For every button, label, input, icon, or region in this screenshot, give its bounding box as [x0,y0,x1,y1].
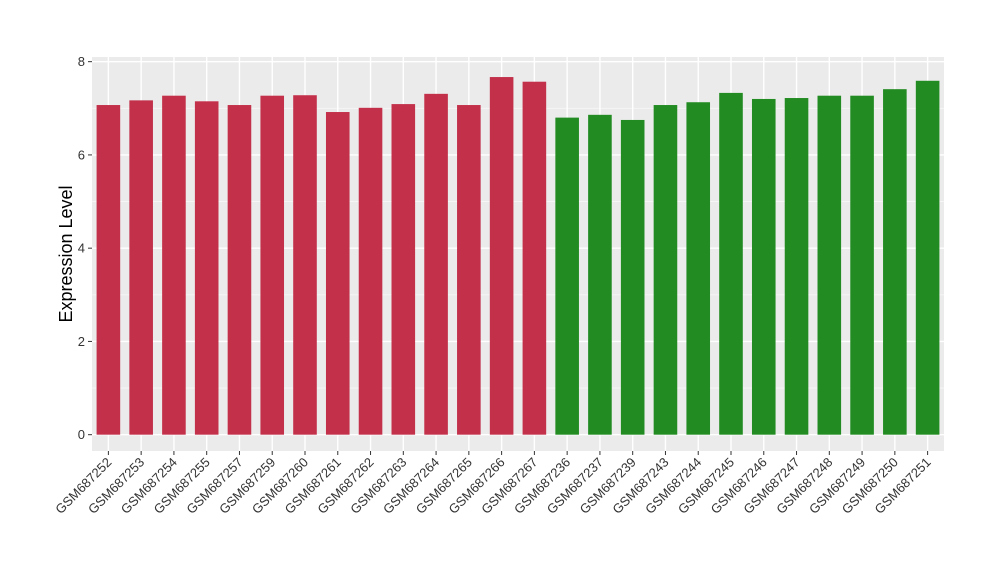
bar-GSM687263 [391,104,416,435]
bar-GSM687243 [653,105,678,435]
y-tick-label: 6 [78,147,85,162]
y-tick-label: 8 [78,54,85,69]
bar-GSM687249 [850,95,874,435]
bar-GSM687244 [686,102,711,435]
bar-GSM687246 [751,98,776,435]
bar-GSM687250 [883,89,907,435]
bar-GSM687261 [325,112,350,435]
y-tick-label: 4 [78,241,85,256]
x-axis: GSM687252GSM687253GSM687254GSM687255GSM6… [52,451,934,517]
bar-GSM687257 [227,105,252,435]
y-axis-title: Expression Level [56,185,76,322]
bar-GSM687262 [358,107,383,435]
bar-GSM687245 [719,92,743,435]
bar-GSM687252 [96,105,121,435]
bar-GSM687251 [915,80,940,435]
bar-GSM687248 [817,95,842,435]
bar-GSM687254 [162,95,186,435]
bar-GSM687267 [522,81,547,435]
bar-GSM687265 [457,105,481,435]
bar-GSM687239 [620,119,645,435]
bar-GSM687260 [293,95,317,435]
bar-GSM687259 [260,95,285,435]
bar-GSM687237 [588,114,612,435]
bar-GSM687247 [784,98,809,435]
y-tick-label: 2 [78,334,85,349]
y-axis: 0 2 4 6 8 [78,54,92,442]
bar-GSM687236 [555,117,579,435]
bar-GSM687253 [129,100,153,435]
y-tick-label: 0 [78,427,85,442]
bars [96,77,940,435]
bar-GSM687266 [489,77,514,435]
plot-panel [92,57,944,451]
bar-GSM687255 [194,101,219,435]
bar-GSM687264 [424,93,448,435]
